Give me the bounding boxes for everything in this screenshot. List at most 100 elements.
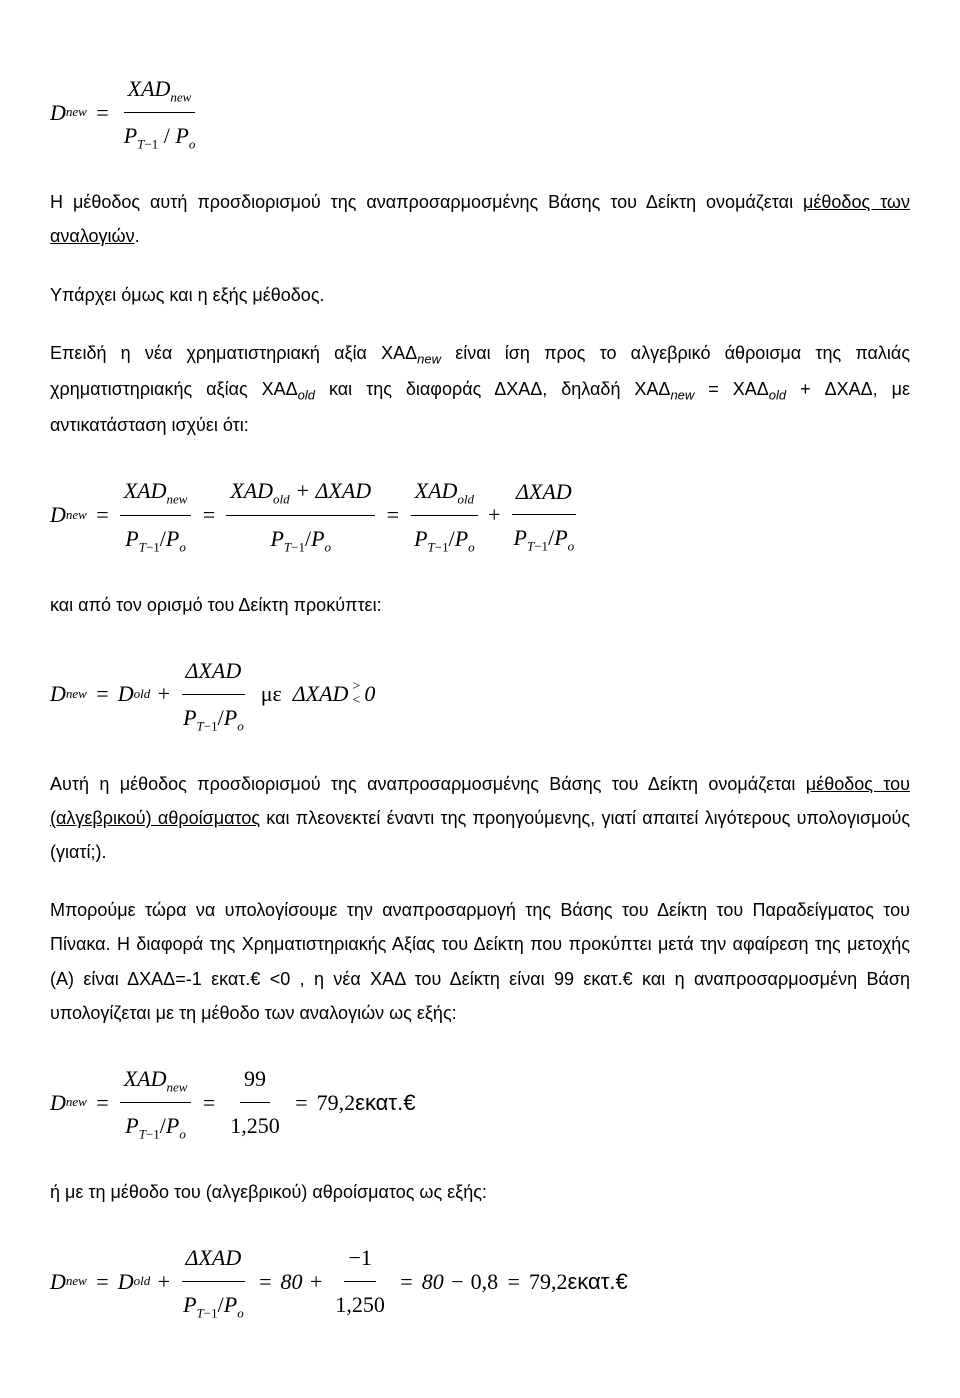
den-P1: P [124,123,137,148]
den-P2: P [175,123,188,148]
f5-lhs: D [50,1261,66,1303]
f4-result: 79,2 [317,1082,356,1124]
ds2: o [468,539,475,554]
ds1: T [139,539,146,554]
formula-4: Dnew = XADnew PT−1/Po = 99 1,250 = 79,2 … [50,1058,910,1147]
ds1: T [197,718,204,733]
f2-n1s: new [166,492,187,507]
formula-3: Dnew = Dold + ΔXAD PT−1/Po με ΔXAD > < 0 [50,650,910,739]
p1-text-b: . [135,226,140,246]
p3-a: Επειδή η νέα χρηματιστηριακή αξία ΧΑΔ [50,343,417,363]
p3-sub3: new [670,388,694,403]
d: P [125,1113,138,1138]
f5-Dold: D [118,1261,134,1303]
f5-Dold-sub: old [134,1269,151,1294]
dm: −1 [204,1306,218,1321]
ds2: o [568,539,575,554]
paragraph-2: Υπάρχει όμως και η εξής μέθοδος. [50,278,910,312]
f4-d2: 1,250 [226,1103,284,1147]
d2: P [455,526,468,551]
fraction: XADnew PT−1 / Po [120,68,200,157]
f5-08: 0,8 [471,1261,499,1303]
p1-text-a: Η μέθοδος αυτή προσδιορισμού της αναπροσ… [50,192,803,212]
f3-dxad: ΔXAD [293,673,349,715]
d: P [183,705,196,730]
paragraph-6: Μπορούμε τώρα να υπολογίσουμε την αναπρο… [50,893,910,1030]
sub-new: new [66,100,87,125]
p5-a: Αυτή η μέθοδος προσδιορισμού της αναπροσ… [50,774,806,794]
dm: −1 [204,718,218,733]
f5-frac1: ΔXAD PT−1/Po [179,1237,248,1326]
d2: P [554,525,567,550]
p3-c: και της διαφοράς ΔΧΑΔ, δηλαδή ΧΑΔ [315,379,670,399]
p3-sub4: old [769,388,786,403]
gt: > [352,680,360,694]
f2-n1: XAD [124,478,167,503]
paragraph-1: Η μέθοδος αυτή προσδιορισμού της αναπροσ… [50,185,910,253]
paragraph-5: Αυτή η μέθοδος προσδιορισμού της αναπροσ… [50,767,910,870]
f2-lhs: D [50,494,66,536]
f3-Dold: D [118,673,134,715]
var-D: D [50,92,66,134]
d: P [414,526,427,551]
equals: = [95,92,110,134]
d: P [270,526,283,551]
f2-frac1: XADnew PT−1/Po [120,470,192,559]
n2b: + ΔXAD [290,478,372,503]
ds1: T [428,539,435,554]
ds2: o [237,1306,244,1321]
f5-80b: 80 [422,1261,444,1303]
gt-lt-icon: > < [352,680,360,708]
p3-sub2: old [298,388,315,403]
f2-frac3: XADold PT−1/Po [410,470,479,559]
ds2: o [179,539,186,554]
paragraph-3: Επειδή η νέα χρηματιστηριακή αξία ΧΑΔnew… [50,336,910,443]
n2as: old [273,492,290,507]
f2-lhs-sub: new [66,503,87,528]
d2: P [311,526,324,551]
f3-Dold-sub: old [134,682,151,707]
den-sub-o: o [189,136,196,151]
formula-1: Dnew = XADnew PT−1 / Po [50,68,910,157]
ds2: o [179,1126,186,1141]
f5-unit: εκατ.€ [567,1261,627,1303]
f2-frac4: ΔXAD PT−1/Po [510,471,579,560]
d2: P [224,705,237,730]
paragraph-7: ή με τη μέθοδο του (αλγεβρικού) αθροίσμα… [50,1175,910,1209]
f5-num: ΔXAD [186,1245,242,1270]
formula-2: Dnew = XADnew PT−1/Po = XADold + ΔXAD PT… [50,470,910,559]
f3-lhs-sub: new [66,682,87,707]
slash: / [164,123,170,148]
d: P [183,1292,196,1317]
ds2: o [237,718,244,733]
f3-frac: ΔXAD PT−1/Po [179,650,248,739]
dm: −1 [534,539,548,554]
num-sub: new [170,89,191,104]
p3-d: = ΧΑΔ [694,379,768,399]
n2a: XAD [230,478,273,503]
ds1: T [139,1126,146,1141]
d2: P [224,1292,237,1317]
ds1: T [197,1306,204,1321]
f5-lhs-sub: new [66,1269,87,1294]
lt: < [352,694,360,708]
d2: P [166,1113,179,1138]
f4-frac1: XADnew PT−1/Po [120,1058,192,1147]
dm: −1 [291,539,305,554]
den-minus1: −1 [144,136,158,151]
dm: −1 [435,539,449,554]
n3: XAD [415,478,458,503]
n4: ΔXAD [516,479,572,504]
f4-unit: εκατ.€ [355,1082,415,1124]
num: XAD [128,76,171,101]
f5-result: 79,2 [529,1261,568,1303]
n1s: new [166,1079,187,1094]
f5-n2: −1 [344,1237,375,1282]
n1: XAD [124,1066,167,1091]
f3-me: με [250,673,293,715]
f5-frac2: −1 1,250 [331,1237,389,1326]
f2-frac2: XADold + ΔXAD PT−1/Po [226,470,375,559]
d: P [514,525,527,550]
paragraph-4: και από τον ορισμό του Δείκτη προκύπτει: [50,588,910,622]
p3-sub1: new [417,351,441,366]
